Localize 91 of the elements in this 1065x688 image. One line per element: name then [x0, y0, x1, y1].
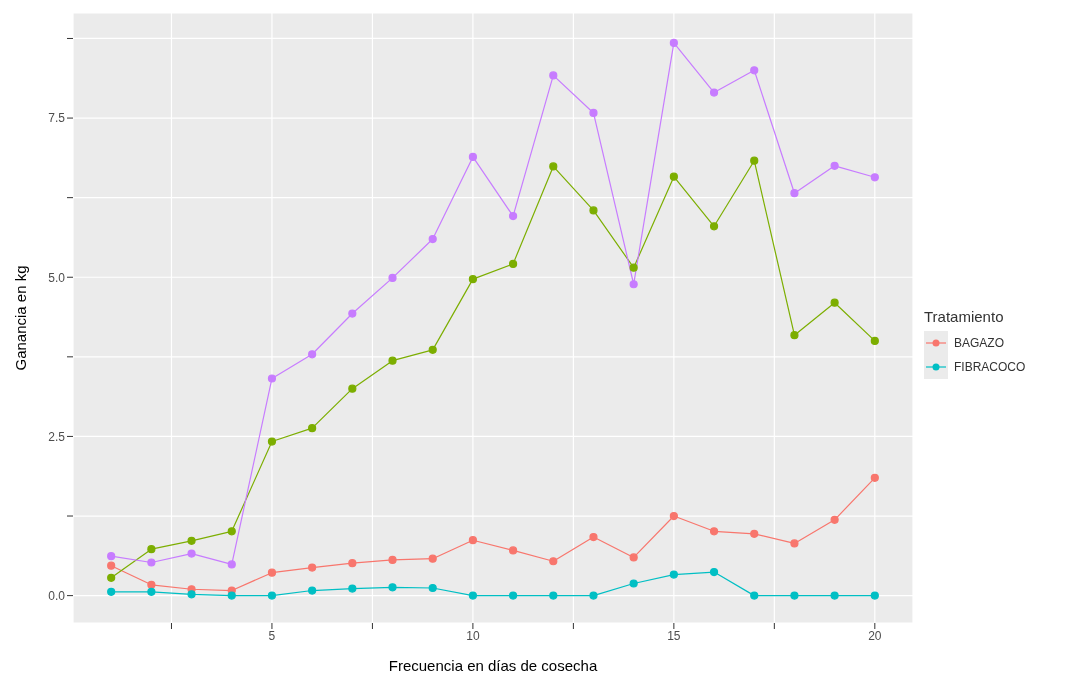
point — [589, 591, 598, 600]
point — [428, 583, 437, 593]
point — [750, 156, 759, 165]
legend-title: Tratamiento — [924, 307, 1005, 325]
point — [468, 536, 477, 545]
point — [348, 309, 357, 318]
x-tick-label: 10 — [466, 628, 480, 643]
point — [509, 212, 518, 221]
point — [669, 511, 678, 521]
y-tick-label: 2.5 — [48, 429, 66, 444]
point — [790, 189, 799, 198]
point — [428, 345, 437, 354]
y-axis-title: Ganancia en kg — [12, 265, 30, 371]
point — [267, 437, 277, 446]
point — [147, 580, 156, 589]
point — [870, 591, 879, 600]
point — [348, 559, 357, 568]
point — [669, 38, 678, 48]
point — [629, 280, 638, 289]
x-tick-label: 5 — [268, 628, 276, 643]
point — [750, 529, 759, 538]
point — [267, 591, 277, 600]
point — [308, 350, 317, 359]
point — [870, 336, 879, 346]
x-axis-title: Frecuencia en días de cosecha — [388, 657, 598, 674]
point — [870, 173, 879, 182]
point — [750, 591, 759, 600]
point — [629, 553, 638, 562]
point — [790, 331, 799, 340]
x-tick-label: 20 — [868, 628, 882, 643]
y-tick-label: 0.0 — [48, 588, 66, 603]
y-tick-label: 7.5 — [48, 111, 66, 126]
point — [308, 424, 317, 433]
point — [267, 568, 277, 577]
point — [709, 222, 719, 231]
point — [790, 539, 799, 548]
point — [509, 591, 518, 600]
legend-label: BAGAZO — [954, 335, 1005, 350]
point — [428, 234, 437, 244]
point — [187, 590, 196, 599]
point — [509, 259, 518, 268]
point — [629, 579, 638, 588]
point — [227, 527, 236, 536]
point — [589, 532, 598, 542]
point — [790, 591, 799, 600]
y-tick-label: 5.0 — [48, 270, 66, 285]
x-tick-label: 15 — [667, 628, 681, 643]
point — [830, 161, 839, 170]
point — [468, 591, 477, 600]
point — [147, 558, 156, 567]
point — [669, 172, 678, 181]
point — [830, 515, 839, 524]
point — [428, 554, 437, 563]
point — [468, 275, 477, 284]
point — [589, 206, 598, 215]
point — [107, 587, 116, 596]
point — [187, 549, 196, 558]
point — [227, 560, 236, 569]
point — [227, 591, 236, 600]
point — [107, 561, 116, 570]
point — [549, 71, 558, 80]
point — [669, 570, 678, 579]
point — [830, 298, 839, 307]
point — [147, 545, 156, 554]
point — [549, 557, 558, 566]
point — [549, 162, 558, 171]
point — [187, 536, 196, 545]
point — [629, 263, 638, 272]
point — [147, 587, 156, 596]
point — [750, 66, 759, 75]
point — [509, 546, 518, 555]
point — [107, 552, 116, 561]
point — [589, 108, 598, 118]
point — [549, 591, 558, 600]
legend-label: FIBRACOCO — [954, 359, 1026, 374]
point — [870, 473, 879, 482]
point — [308, 586, 317, 595]
point — [709, 527, 719, 536]
point — [468, 152, 477, 161]
point — [308, 563, 317, 572]
point — [388, 356, 397, 365]
point — [107, 573, 116, 582]
point — [348, 384, 357, 393]
point — [388, 273, 397, 282]
point — [388, 583, 397, 592]
point — [348, 584, 357, 593]
point — [709, 88, 719, 97]
point — [388, 555, 397, 565]
point — [267, 374, 277, 383]
point — [830, 591, 839, 600]
point — [709, 567, 719, 577]
